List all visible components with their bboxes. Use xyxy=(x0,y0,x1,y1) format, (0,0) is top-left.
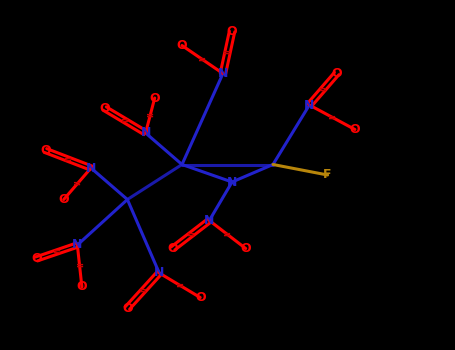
Text: =: = xyxy=(76,261,84,271)
Text: O: O xyxy=(40,144,51,157)
Text: N: N xyxy=(304,98,314,112)
Text: N: N xyxy=(86,161,96,175)
Text: O: O xyxy=(58,193,69,206)
Text: O: O xyxy=(149,91,160,105)
Text: =: = xyxy=(198,55,207,64)
Text: =: = xyxy=(64,154,72,164)
Text: O: O xyxy=(167,242,178,255)
Text: =: = xyxy=(223,48,232,57)
Text: O: O xyxy=(122,301,133,315)
Text: O: O xyxy=(99,102,110,115)
Text: O: O xyxy=(195,291,206,304)
Text: =: = xyxy=(223,230,232,239)
Text: =: = xyxy=(146,111,154,120)
Text: =: = xyxy=(53,247,61,257)
Text: O: O xyxy=(177,39,187,52)
Text: =: = xyxy=(176,280,184,290)
Text: =: = xyxy=(139,286,147,295)
Text: O: O xyxy=(349,123,360,136)
Text: N: N xyxy=(72,238,82,252)
Text: F: F xyxy=(324,168,332,182)
Text: =: = xyxy=(328,112,336,122)
Text: O: O xyxy=(76,280,87,294)
Text: =: = xyxy=(319,84,327,94)
Text: =: = xyxy=(187,230,195,239)
Text: N: N xyxy=(218,67,228,80)
Text: N: N xyxy=(204,214,214,227)
Text: N: N xyxy=(141,126,151,140)
Text: O: O xyxy=(240,242,251,255)
Text: N: N xyxy=(227,175,237,189)
Text: =: = xyxy=(73,179,81,189)
Text: O: O xyxy=(31,252,42,266)
Text: O: O xyxy=(331,67,342,80)
Text: =: = xyxy=(121,116,129,126)
Text: N: N xyxy=(154,266,164,280)
Text: O: O xyxy=(227,25,238,38)
